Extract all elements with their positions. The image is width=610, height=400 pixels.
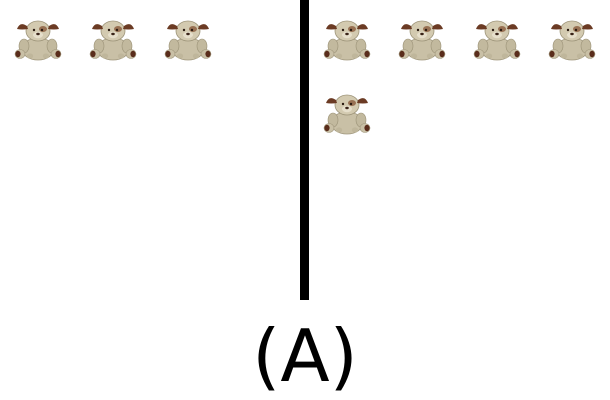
stuffed-puppy-toy-icon bbox=[161, 16, 215, 62]
stuffed-puppy-toy-icon bbox=[470, 16, 524, 62]
stuffed-puppy-toy-icon bbox=[320, 90, 374, 136]
figure-label: (A) bbox=[252, 314, 358, 398]
stuffed-puppy-toy-icon bbox=[86, 16, 140, 62]
stuffed-puppy-toy-icon bbox=[395, 16, 449, 62]
stuffed-puppy-toy-icon bbox=[11, 16, 65, 62]
vertical-divider bbox=[300, 0, 309, 300]
stuffed-puppy-toy-icon bbox=[320, 16, 374, 62]
stuffed-puppy-toy-icon bbox=[545, 16, 599, 62]
